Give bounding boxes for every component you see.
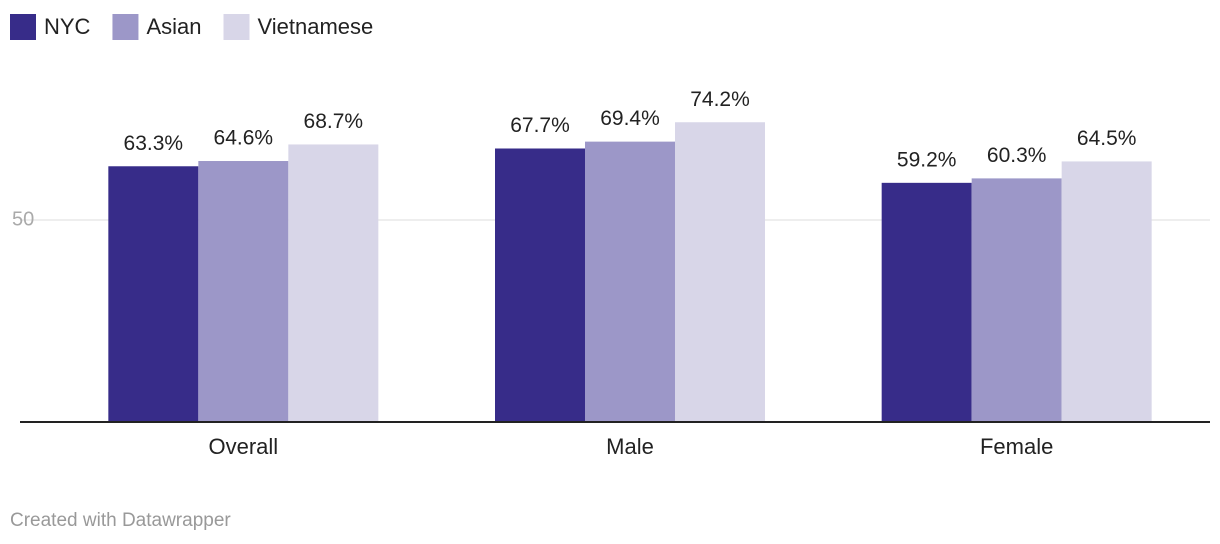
value-label: 74.2%: [690, 88, 750, 111]
value-label: 67.7%: [510, 114, 570, 137]
x-tick-label: Male: [606, 434, 654, 459]
value-label: 69.4%: [600, 107, 660, 130]
bar: [971, 178, 1062, 422]
x-tick-label: Female: [980, 434, 1053, 459]
bar: [495, 148, 585, 422]
legend-label: Asian: [146, 14, 201, 39]
value-label: 63.3%: [124, 132, 184, 155]
value-label: 64.5%: [1077, 127, 1137, 150]
bar: [198, 161, 289, 423]
legend-label: NYC: [44, 14, 91, 39]
value-label: 64.6%: [214, 127, 274, 150]
bar: [881, 182, 972, 422]
value-label: 68.7%: [304, 110, 364, 133]
value-label: 60.3%: [987, 144, 1047, 167]
legend-swatch: [112, 14, 139, 40]
bar: [675, 122, 765, 423]
footer: Created with Datawrapper: [10, 510, 231, 531]
bar: [288, 144, 379, 422]
bar: [585, 141, 675, 422]
legend-swatch: [223, 14, 250, 40]
bar: [1061, 161, 1152, 423]
bar: [108, 166, 199, 422]
legend-label: Vietnamese: [258, 14, 374, 39]
legend-swatch: [10, 14, 36, 40]
value-label: 59.2%: [897, 148, 957, 171]
x-tick-label: Overall: [208, 434, 278, 459]
y-tick-label: 50: [12, 208, 34, 230]
